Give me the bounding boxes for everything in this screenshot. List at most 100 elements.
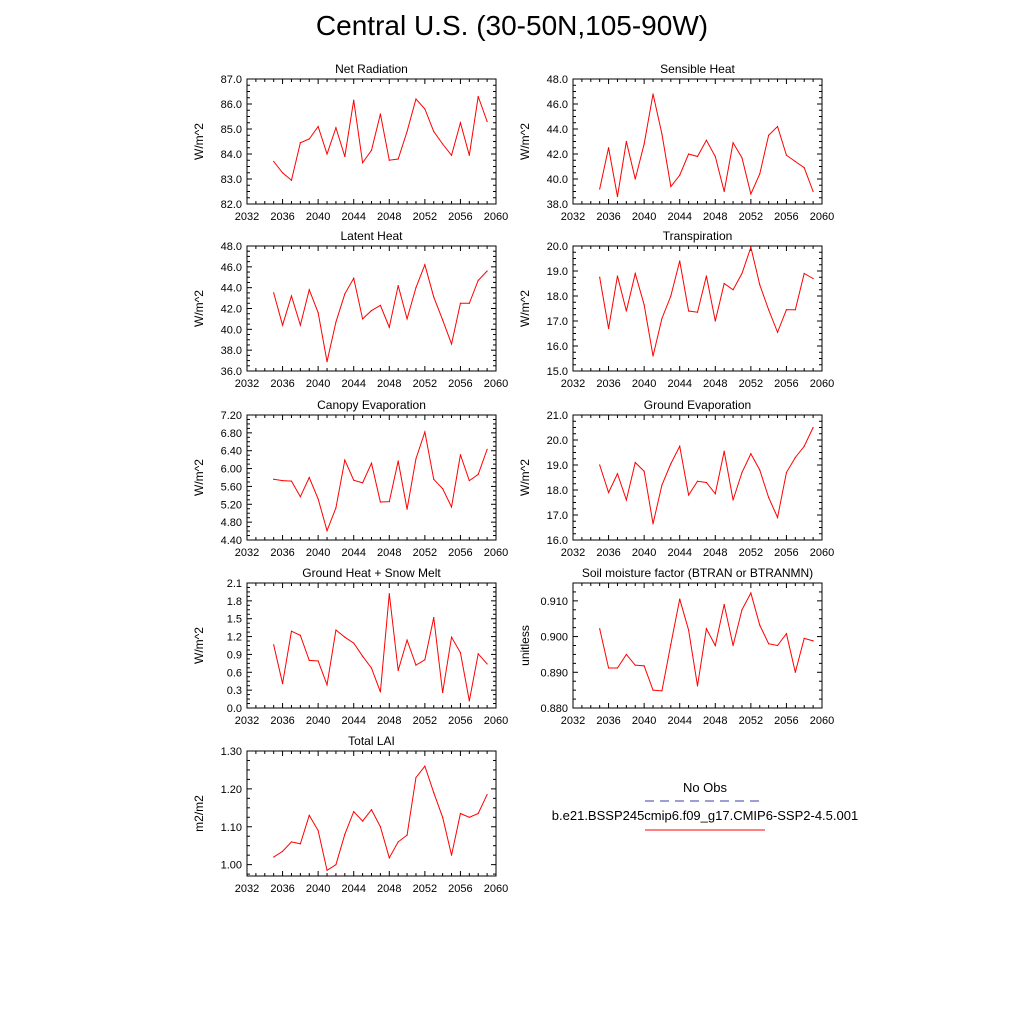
data-point <box>785 309 788 311</box>
y-tick-label: 21.0 <box>547 410 568 422</box>
chart-panel: Soil moisture factor (BTRAN or BTRANMN) u… <box>518 566 834 727</box>
y-tick-label: 1.00 <box>221 860 242 872</box>
legend: No Obs b.e21.BSSP245cmip6.f09_g17.CMIP6-… <box>552 780 858 831</box>
data-point <box>308 814 310 816</box>
x-tick-label: 2032 <box>561 378 585 390</box>
chart-panel: Transpiration W/m^2 2032 2036 2040 2044 2048 20… <box>518 229 834 390</box>
series-line <box>599 245 814 357</box>
y-tick-label: 17.0 <box>547 316 568 328</box>
x-tick-label: 2048 <box>377 211 401 223</box>
data-point <box>406 834 408 836</box>
data-point <box>741 272 743 275</box>
data-point <box>362 162 364 164</box>
plot-frame <box>246 245 497 372</box>
data-point <box>362 655 364 657</box>
x-tick-label: 2052 <box>739 547 763 559</box>
data-point <box>803 167 805 169</box>
data-point <box>406 130 408 133</box>
x-tick-label: 2060 <box>810 211 834 223</box>
x-tick-label: 2032 <box>235 715 259 727</box>
data-point <box>607 491 610 494</box>
data-point <box>326 361 328 363</box>
data-point <box>370 809 373 811</box>
y-axis-label: W/m^2 <box>192 123 206 160</box>
data-point <box>415 664 417 666</box>
data-point <box>370 462 373 464</box>
y-tick-label: 40.0 <box>221 324 242 336</box>
data-point <box>625 310 627 312</box>
data-point <box>317 498 319 500</box>
data-point <box>317 829 319 832</box>
x-tick-label: 2048 <box>703 547 727 559</box>
y-tick-label: 1.30 <box>221 746 242 758</box>
y-tick-label: 16.0 <box>547 341 568 353</box>
data-point <box>616 275 619 277</box>
x-tick-label: 2056 <box>448 211 472 223</box>
data-point <box>812 426 814 429</box>
data-point <box>634 178 636 180</box>
data-point <box>308 659 310 661</box>
y-axis-label: W/m^2 <box>192 627 206 664</box>
data-point <box>344 459 346 461</box>
x-tick-label: 2052 <box>413 715 437 727</box>
x-tick-label: 2036 <box>270 715 294 727</box>
plot-frame <box>246 750 497 877</box>
data-point <box>785 633 788 635</box>
data-point <box>290 841 293 843</box>
data-point <box>794 160 796 163</box>
x-tick-label: 2036 <box>270 883 294 895</box>
data-point <box>308 289 310 291</box>
chart-panel: Latent Heat W/m^2 2032 2036 2040 2044 2048 2052… <box>192 229 508 390</box>
data-point <box>723 450 725 452</box>
data-point <box>450 636 453 638</box>
x-tick-label: 2056 <box>448 378 472 390</box>
data-point <box>397 841 399 843</box>
data-point <box>308 138 310 140</box>
data-point <box>714 493 716 495</box>
x-tick-label: 2056 <box>448 715 472 727</box>
y-tick-label: 1.2 <box>227 632 242 644</box>
series-line <box>273 429 488 533</box>
y-tick-label: 20.0 <box>547 435 568 447</box>
data-point <box>450 343 453 345</box>
data-point <box>273 478 275 480</box>
y-tick-label: 44.0 <box>547 124 568 136</box>
x-tick-label: 2032 <box>561 211 585 223</box>
data-point <box>652 93 654 95</box>
x-tick-label: 2036 <box>596 378 620 390</box>
data-point <box>370 667 373 669</box>
data-point <box>281 324 284 326</box>
data-point <box>679 445 681 447</box>
x-tick-label: 2060 <box>484 211 508 223</box>
data-point <box>442 143 444 145</box>
y-tick-label: 0.890 <box>540 667 568 679</box>
data-point <box>688 310 690 312</box>
data-point <box>607 667 610 669</box>
data-point <box>281 682 284 685</box>
data-point <box>599 628 601 630</box>
y-tick-label: 19.0 <box>547 266 568 278</box>
x-tick-label: 2048 <box>377 715 401 727</box>
series-line <box>273 96 488 182</box>
y-tick-label: 5.20 <box>221 499 242 511</box>
y-tick-label: 5.60 <box>221 481 242 493</box>
data-point <box>741 157 743 159</box>
y-tick-label: 7.20 <box>221 410 242 422</box>
data-point <box>299 843 301 845</box>
chart-title: Soil moisture factor (BTRAN or BTRANMN) <box>582 566 813 580</box>
series-line <box>599 93 814 197</box>
data-point <box>335 127 337 129</box>
data-point <box>353 642 355 644</box>
data-point <box>397 460 399 462</box>
data-point <box>397 284 399 287</box>
x-tick-label: 2036 <box>270 378 294 390</box>
plot-frame <box>246 78 497 205</box>
data-point <box>290 295 293 297</box>
data-point <box>750 592 752 594</box>
data-point <box>634 664 636 666</box>
data-point <box>794 456 796 459</box>
data-point <box>362 820 364 822</box>
data-point <box>670 295 672 297</box>
data-point <box>607 147 610 149</box>
data-point <box>459 122 462 124</box>
